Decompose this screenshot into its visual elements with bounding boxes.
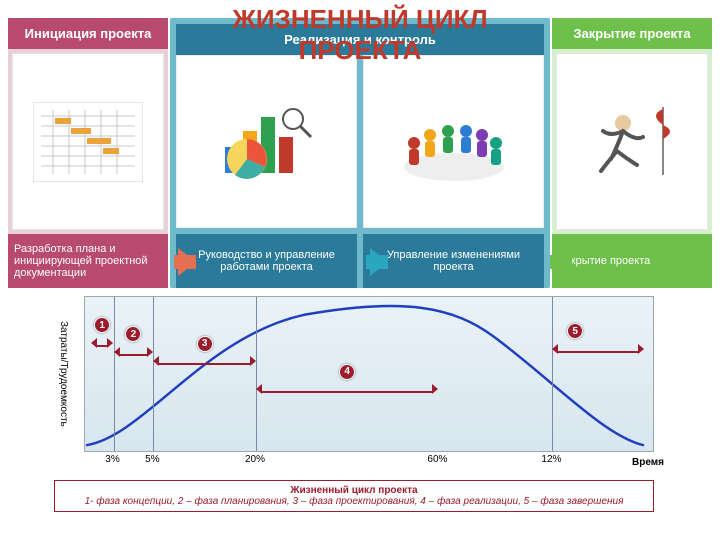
- legend-body: 1- фаза концепции, 2 – фаза планирования…: [85, 496, 624, 507]
- chart-legend: Жизненный цикл проекта 1- фаза концепции…: [54, 480, 654, 512]
- legend-title: Жизненный цикл проекта: [61, 485, 647, 496]
- title-line1: ЖИЗНЕННЫЙ ЦИКЛ: [0, 4, 720, 35]
- panel3-image: [556, 53, 708, 230]
- chart-xtick: 3%: [105, 454, 119, 465]
- finish-runner-icon: [577, 97, 687, 187]
- arrow-2: [370, 248, 388, 276]
- panel2-images: [176, 55, 544, 228]
- phase-segment: [114, 350, 154, 360]
- arrow-3: [554, 248, 572, 276]
- chart-xtick: 5%: [145, 454, 159, 465]
- phase-segment: [91, 341, 114, 351]
- chart-vline: [153, 297, 154, 451]
- chart-xtick: 60%: [427, 454, 447, 465]
- arrow-1: [178, 248, 196, 276]
- chart-xtick: 20%: [245, 454, 265, 465]
- people-circle-icon: [394, 97, 514, 187]
- panel2-imgA: [176, 55, 357, 228]
- chart-xtick: 12%: [541, 454, 561, 465]
- slide-title: ЖИЗНЕННЫЙ ЦИКЛ ПРОЕКТА: [0, 4, 720, 66]
- chart-vline: [552, 297, 553, 451]
- phase-segment: [552, 347, 643, 357]
- chart-xlabel: Время: [632, 457, 664, 468]
- chart-ylabel: Затраты/Трудоемкость: [58, 296, 69, 452]
- lifecycle-chart: Затраты/Трудоемкость 12345 3%5%20%60%12%…: [54, 296, 654, 474]
- panel1-desc: Разработка плана и инициирующей проектно…: [8, 234, 168, 288]
- panel2-descA: Руководство и управление работами проект…: [176, 234, 357, 288]
- gantt-doc-icon: [33, 102, 143, 182]
- panel2-imgB: [363, 55, 544, 228]
- title-line2: ПРОЕКТА: [0, 35, 720, 66]
- chart-box: 12345: [84, 296, 654, 452]
- panel2-descs: Руководство и управление работами проект…: [176, 234, 544, 288]
- phase-badge: 4: [339, 364, 355, 380]
- chart-vline: [256, 297, 257, 451]
- bar-pie-icon: [207, 97, 327, 187]
- phase-badge: 3: [197, 336, 213, 352]
- panel3-desc: Закрытие проекта: [552, 234, 712, 288]
- panel2-descB: Управление изменениями проекта: [363, 234, 544, 288]
- phase-segment: [153, 359, 256, 369]
- chart-xlabels: 3% 5% 20% 60% 12%: [84, 454, 654, 468]
- chart-vline: [114, 297, 115, 451]
- chart-curve: [85, 297, 653, 451]
- panel1-image: [12, 53, 164, 230]
- phase-segment: [256, 387, 438, 397]
